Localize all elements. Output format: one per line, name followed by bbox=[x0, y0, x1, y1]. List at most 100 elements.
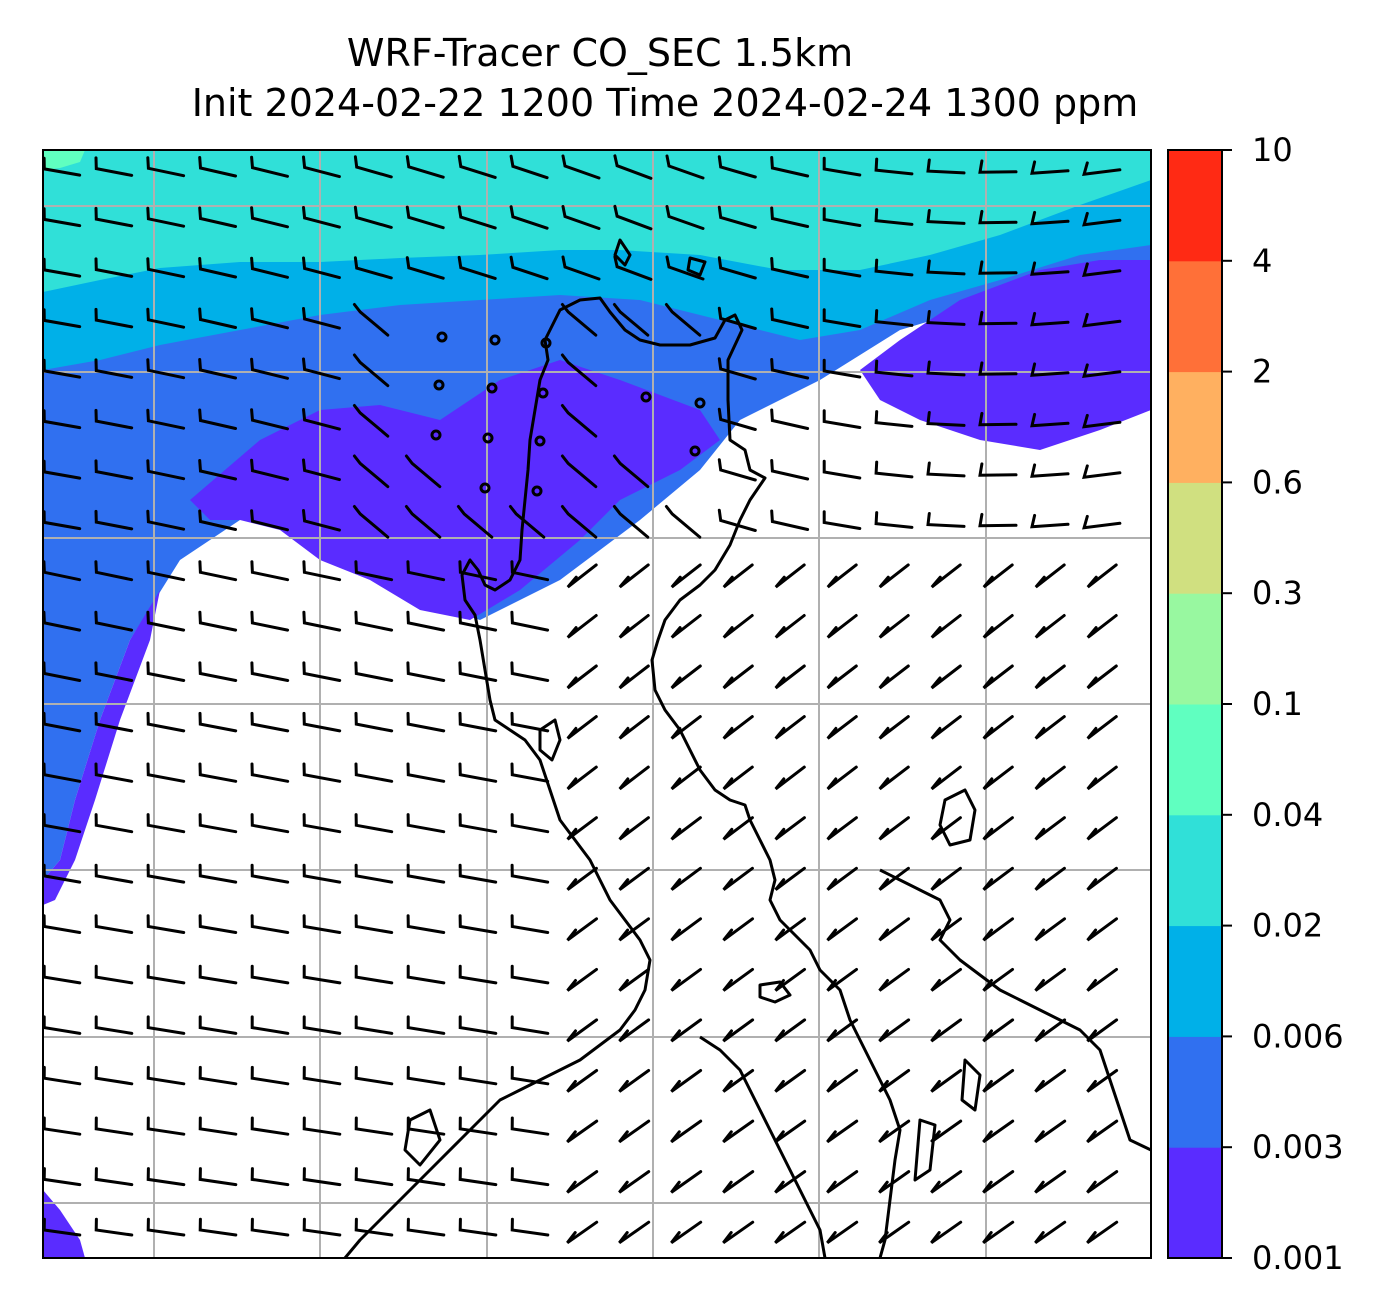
wind-barb bbox=[43, 257, 82, 278]
wind-barb bbox=[1086, 664, 1118, 690]
wind-barb bbox=[566, 917, 598, 942]
wind-barb bbox=[302, 560, 342, 582]
wind-barb bbox=[406, 711, 446, 733]
wind-barb bbox=[926, 158, 966, 175]
wind-barb bbox=[146, 1217, 186, 1237]
wind-barb bbox=[352, 353, 390, 388]
map-gridlines bbox=[43, 150, 1151, 1258]
wind-barb bbox=[618, 816, 650, 841]
wind-barb bbox=[982, 664, 1014, 690]
wind-barb bbox=[1030, 513, 1070, 529]
wind-barb bbox=[613, 204, 653, 231]
wind-barb bbox=[198, 206, 237, 228]
wind-barb bbox=[826, 1069, 859, 1093]
wind-barb bbox=[352, 454, 390, 489]
wind-barb bbox=[43, 1116, 82, 1136]
wind-barb bbox=[717, 256, 757, 280]
wind-barb bbox=[878, 1119, 911, 1144]
wind-barb bbox=[352, 303, 390, 337]
wind-barb bbox=[146, 964, 186, 985]
wind-barb bbox=[198, 1116, 238, 1136]
wind-barb bbox=[618, 1119, 651, 1144]
wind-barb bbox=[982, 563, 1014, 589]
wind-barb bbox=[822, 358, 862, 379]
wind-barb bbox=[406, 863, 446, 884]
wind-barb bbox=[198, 863, 238, 884]
wind-barb bbox=[509, 154, 549, 180]
colorbar-tick-label: 0.001 bbox=[1252, 1239, 1344, 1277]
calm-circle bbox=[531, 485, 543, 497]
wind-barb bbox=[930, 1069, 963, 1093]
wind-barb bbox=[250, 256, 289, 279]
wind-barb bbox=[774, 614, 806, 639]
wind-barb bbox=[982, 1069, 1015, 1093]
wind-barb bbox=[146, 459, 186, 481]
wind-barb bbox=[566, 1119, 599, 1144]
wind-barb bbox=[618, 866, 650, 891]
wind-barb bbox=[878, 917, 910, 942]
wind-barb bbox=[717, 357, 757, 381]
wind-barb bbox=[250, 1015, 290, 1035]
wind-barb bbox=[146, 661, 186, 682]
wind-barb bbox=[94, 257, 134, 278]
wind-barb bbox=[198, 1167, 238, 1187]
wind-barb bbox=[94, 661, 134, 682]
wind-barb bbox=[94, 610, 134, 632]
wind-barb bbox=[878, 866, 910, 891]
wind-barb bbox=[982, 765, 1014, 791]
wind-barb bbox=[826, 816, 858, 841]
wind-barb bbox=[878, 563, 910, 589]
wind-barb bbox=[722, 715, 754, 740]
wind-barb bbox=[198, 509, 237, 531]
wind-barb bbox=[1034, 1069, 1067, 1093]
wind-barb bbox=[458, 762, 498, 783]
wind-barb bbox=[930, 1170, 963, 1194]
wind-barb bbox=[774, 967, 806, 992]
wind-barb bbox=[198, 610, 238, 632]
wind-barb bbox=[1034, 563, 1066, 589]
calm-circle bbox=[540, 337, 552, 349]
wind-barb bbox=[510, 1167, 550, 1187]
wind-barb bbox=[94, 1116, 134, 1136]
wind-barb bbox=[618, 917, 650, 942]
wind-barb bbox=[926, 461, 966, 478]
wind-barb bbox=[146, 863, 186, 884]
wind-barb bbox=[405, 205, 445, 230]
wind-barb bbox=[930, 563, 962, 589]
wind-barb bbox=[926, 209, 966, 225]
tracer-region-0-001-west bbox=[43, 590, 160, 905]
wind-barb bbox=[982, 614, 1014, 639]
wind-barb bbox=[406, 1217, 446, 1237]
wind-barb bbox=[1034, 765, 1066, 791]
wind-barb bbox=[250, 914, 290, 934]
wind-barb bbox=[354, 964, 394, 985]
wind-barb bbox=[1086, 715, 1118, 740]
wind-barb bbox=[560, 505, 598, 539]
wind-barb bbox=[198, 964, 238, 985]
wind-barb bbox=[566, 664, 598, 690]
wind-barb bbox=[302, 357, 341, 381]
wind-barb bbox=[670, 563, 702, 589]
wind-barb bbox=[198, 1015, 238, 1035]
wind-barb bbox=[404, 454, 442, 489]
wind-barb bbox=[1086, 816, 1118, 841]
wind-barb bbox=[43, 510, 82, 531]
wind-barb bbox=[250, 762, 290, 783]
wind-barb bbox=[198, 408, 237, 430]
wind-barb bbox=[566, 715, 598, 740]
wind-barb bbox=[1082, 464, 1122, 479]
wind-barb bbox=[1082, 262, 1122, 277]
colorbar: 0.001 0.003 0.006 0.02 0.04 0.1 0.3 0.6 2 4 10 bbox=[1167, 131, 1344, 1277]
wind-barb bbox=[826, 715, 858, 740]
wind-barb bbox=[354, 1116, 394, 1136]
wind-barb bbox=[510, 914, 550, 934]
wind-barb bbox=[822, 207, 862, 227]
wind-barb bbox=[354, 762, 394, 783]
wind-barb bbox=[457, 205, 497, 230]
calm-circle bbox=[640, 391, 652, 403]
wind-barb bbox=[930, 765, 962, 791]
wind-barb bbox=[822, 409, 862, 429]
wind-barb bbox=[566, 866, 598, 891]
wind-barb bbox=[250, 1065, 290, 1086]
wind-barb bbox=[930, 866, 962, 891]
